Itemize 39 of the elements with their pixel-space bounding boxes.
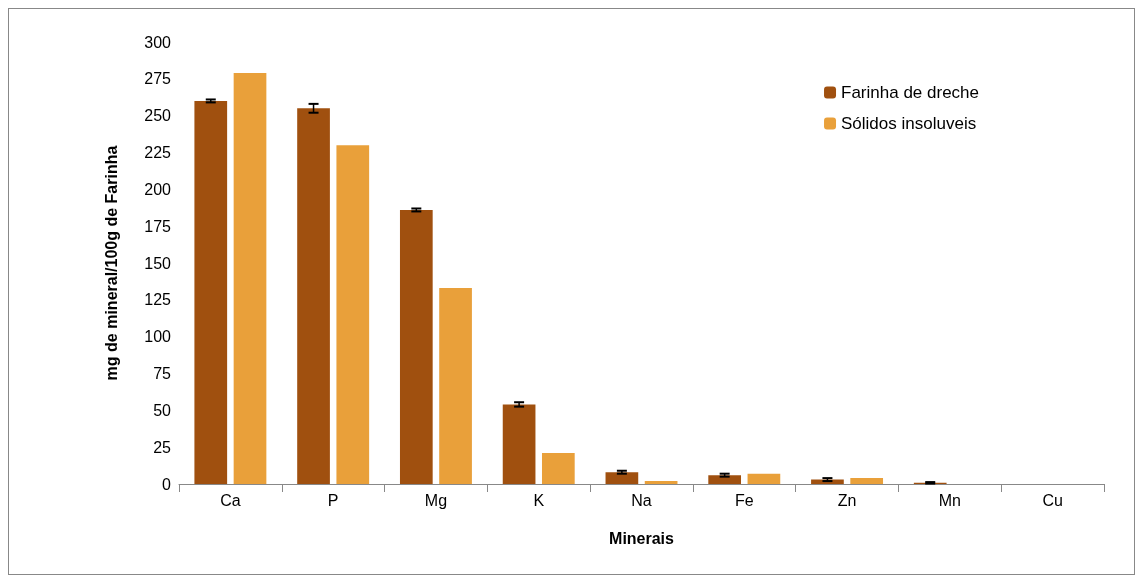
x-axis-title: Minerais	[609, 529, 675, 547]
x-tick-label: Zn	[837, 491, 857, 509]
x-tick-label: P	[327, 491, 339, 509]
legend-label: Sólidos insoluveis	[841, 114, 977, 133]
x-tick-label: Ca	[220, 491, 241, 509]
bar	[336, 145, 370, 484]
x-tick-label: Cu	[1042, 491, 1063, 509]
bar	[747, 473, 781, 484]
y-tick-label: 0	[162, 475, 172, 493]
bar	[399, 209, 433, 484]
bar	[233, 72, 267, 484]
y-tick-label: 100	[144, 328, 172, 346]
y-tick-label: 275	[144, 70, 172, 88]
y-tick-label: 225	[144, 144, 172, 161]
x-tick-label: Na	[631, 491, 652, 509]
x-tick-label: Fe	[734, 491, 754, 509]
x-tick-label: K	[533, 491, 545, 509]
y-tick-label: 125	[144, 291, 172, 309]
y-tick-label: 300	[144, 33, 172, 51]
x-tick-label: Mg	[424, 491, 448, 509]
y-tick-label: 200	[144, 180, 172, 198]
x-tick-label: Mn	[938, 491, 961, 509]
bar	[541, 453, 575, 484]
y-tick-label: 175	[144, 217, 172, 235]
bar	[850, 478, 884, 484]
y-tick-label: 75	[153, 365, 172, 382]
bar	[194, 100, 228, 484]
bar	[297, 108, 330, 484]
y-tick-label: 250	[144, 107, 172, 125]
bar	[502, 404, 536, 484]
bar	[644, 481, 678, 484]
y-tick-label: 50	[153, 401, 172, 419]
y-tick-label: 150	[144, 254, 172, 272]
legend-label: Farinha de dreche	[841, 83, 980, 102]
bar	[708, 475, 742, 484]
bar	[439, 288, 472, 484]
y-tick-label: 25	[153, 438, 172, 456]
y-axis-title: mg de mineral/100g de Farinha	[102, 145, 120, 381]
bar	[605, 472, 639, 484]
